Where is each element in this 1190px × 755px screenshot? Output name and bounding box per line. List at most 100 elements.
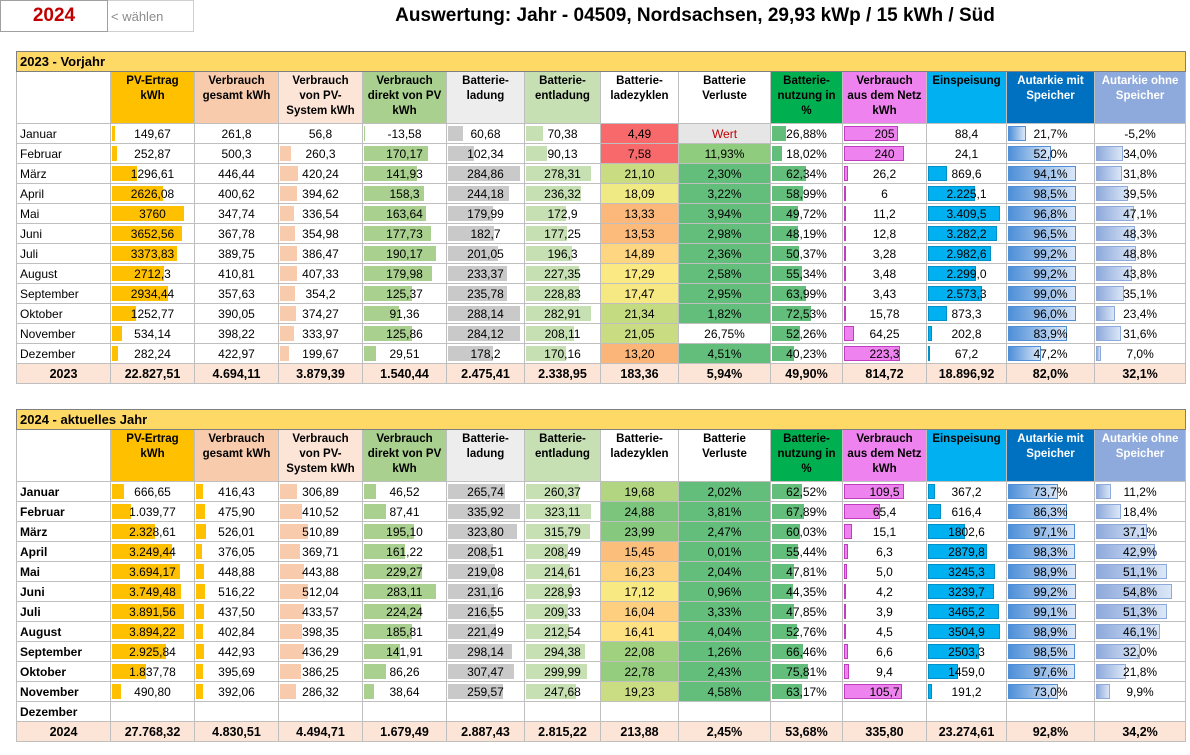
cell-verbrauch-von-pv[interactable]: 306,89 [278,481,363,502]
cell-batterie-nutzung[interactable] [770,701,843,722]
cell-autarkie-mit[interactable]: 98,3% [1006,541,1095,562]
cell-batterie-entladung[interactable]: 282,91 [524,303,601,324]
cell-verbrauch-gesamt[interactable]: 389,75 [194,243,279,264]
month-label[interactable]: September [16,641,111,662]
month-label[interactable]: August [16,621,111,642]
cell-batterie-entladung[interactable]: 315,79 [524,521,601,542]
cell-verbrauch-gesamt[interactable]: 357,63 [194,283,279,304]
cell-autarkie-mit[interactable]: 99,2% [1006,263,1095,284]
month-label[interactable]: August [16,263,111,284]
cell-batterie-ladezyklen[interactable]: 24,88 [600,501,679,522]
cell-verbrauch-netz[interactable]: 11,2 [842,203,927,224]
cell-batterie-entladung[interactable] [524,701,601,722]
cell-batterie-ladezyklen[interactable]: 18,09 [600,183,679,204]
cell-verbrauch-gesamt[interactable]: 261,8 [194,123,279,144]
cell-verbrauch-direkt[interactable]: 141,91 [362,641,447,662]
cell-einspeisung[interactable]: 367,2 [926,481,1007,502]
cell-pv-ertrag[interactable]: 3.894,22 [110,621,195,642]
cell-verbrauch-gesamt[interactable]: 376,05 [194,541,279,562]
cell-batterie-verluste[interactable]: 2,02% [678,481,771,502]
cell-pv-ertrag[interactable]: 1296,61 [110,163,195,184]
cell-batterie-entladung[interactable]: 247,68 [524,681,601,702]
month-label[interactable]: September [16,283,111,304]
cell-batterie-entladung[interactable]: 260,37 [524,481,601,502]
cell-einspeisung[interactable]: 869,6 [926,163,1007,184]
cell-batterie-ladung[interactable]: 284,86 [446,163,525,184]
cell-batterie-verluste[interactable]: 2,95% [678,283,771,304]
cell-verbrauch-von-pv[interactable]: 407,33 [278,263,363,284]
month-label[interactable]: April [16,183,111,204]
cell-batterie-verluste[interactable]: 2,30% [678,163,771,184]
cell-batterie-nutzung[interactable]: 72,53% [770,303,843,324]
cell-pv-ertrag[interactable]: 2934,44 [110,283,195,304]
cell-batterie-ladezyklen[interactable]: 21,34 [600,303,679,324]
cell-batterie-entladung[interactable]: 170,16 [524,343,601,364]
cell-pv-ertrag[interactable]: 3.694,17 [110,561,195,582]
cell-batterie-ladung[interactable]: 284,12 [446,323,525,344]
cell-batterie-nutzung[interactable]: 62,34% [770,163,843,184]
cell-verbrauch-von-pv[interactable]: 386,47 [278,243,363,264]
month-label[interactable]: April [16,541,111,562]
cell-verbrauch-gesamt[interactable]: 437,50 [194,601,279,622]
cell-batterie-entladung[interactable]: 209,33 [524,601,601,622]
cell-batterie-verluste[interactable]: 11,93% [678,143,771,164]
cell-verbrauch-von-pv[interactable]: 394,62 [278,183,363,204]
cell-verbrauch-netz[interactable]: 9,4 [842,661,927,682]
cell-verbrauch-von-pv[interactable]: 443,88 [278,561,363,582]
cell-einspeisung[interactable] [926,701,1007,722]
cell-batterie-ladezyklen[interactable]: 16,41 [600,621,679,642]
total-verbrauch-netz[interactable]: 335,80 [842,721,927,742]
cell-verbrauch-direkt[interactable]: 29,51 [362,343,447,364]
total-pv-ertrag[interactable]: 22.827,51 [110,363,195,384]
cell-batterie-nutzung[interactable]: 67,89% [770,501,843,522]
cell-batterie-ladung[interactable]: 259,57 [446,681,525,702]
cell-verbrauch-gesamt[interactable]: 400,62 [194,183,279,204]
cell-autarkie-mit[interactable]: 73,7% [1006,481,1095,502]
cell-einspeisung[interactable]: 3.409,5 [926,203,1007,224]
cell-autarkie-ohne[interactable]: 46,1% [1093,621,1187,642]
cell-verbrauch-von-pv[interactable]: 369,71 [278,541,363,562]
cell-autarkie-mit[interactable]: 99,0% [1006,283,1095,304]
cell-batterie-verluste[interactable]: 2,98% [678,223,771,244]
cell-verbrauch-von-pv[interactable]: 510,89 [278,521,363,542]
cell-einspeisung[interactable]: 2503,3 [926,641,1007,662]
cell-batterie-ladung[interactable]: 182,7 [446,223,525,244]
cell-autarkie-ohne[interactable]: 7,0% [1093,343,1187,364]
cell-einspeisung[interactable]: 2.225,1 [926,183,1007,204]
cell-verbrauch-gesamt[interactable]: 500,3 [194,143,279,164]
cell-batterie-verluste[interactable]: 4,51% [678,343,771,364]
cell-batterie-ladung[interactable]: 179,99 [446,203,525,224]
cell-verbrauch-gesamt[interactable]: 448,88 [194,561,279,582]
cell-batterie-ladezyklen[interactable]: 17,47 [600,283,679,304]
month-label[interactable]: Oktober [16,303,111,324]
total-verbrauch-direkt[interactable]: 1.679,49 [362,721,447,742]
cell-batterie-verluste[interactable]: 2,36% [678,243,771,264]
cell-verbrauch-von-pv[interactable]: 286,32 [278,681,363,702]
cell-verbrauch-netz[interactable]: 3,28 [842,243,927,264]
cell-pv-ertrag[interactable]: 3.891,56 [110,601,195,622]
cell-verbrauch-netz[interactable]: 4,5 [842,621,927,642]
cell-batterie-verluste[interactable] [678,701,771,722]
cell-einspeisung[interactable]: 24,1 [926,143,1007,164]
cell-batterie-nutzung[interactable]: 63,17% [770,681,843,702]
cell-verbrauch-direkt[interactable]: 125,86 [362,323,447,344]
cell-autarkie-ohne[interactable]: 51,1% [1093,561,1187,582]
cell-batterie-nutzung[interactable]: 52,76% [770,621,843,642]
cell-batterie-nutzung[interactable]: 44,35% [770,581,843,602]
cell-einspeisung[interactable]: 3239,7 [926,581,1007,602]
cell-verbrauch-direkt[interactable]: 46,52 [362,481,447,502]
cell-verbrauch-von-pv[interactable]: 354,2 [278,283,363,304]
cell-batterie-nutzung[interactable]: 26,88% [770,123,843,144]
cell-batterie-entladung[interactable]: 70,38 [524,123,601,144]
cell-autarkie-ohne[interactable]: 48,8% [1093,243,1187,264]
cell-batterie-verluste[interactable]: 0,01% [678,541,771,562]
cell-batterie-ladezyklen[interactable]: 23,99 [600,521,679,542]
cell-autarkie-ohne[interactable]: 11,2% [1093,481,1187,502]
cell-batterie-ladezyklen[interactable]: 21,05 [600,323,679,344]
cell-verbrauch-gesamt[interactable]: 516,22 [194,581,279,602]
cell-verbrauch-netz[interactable]: 65,4 [842,501,927,522]
cell-verbrauch-direkt[interactable]: 38,64 [362,681,447,702]
cell-batterie-ladezyklen[interactable]: 17,12 [600,581,679,602]
cell-batterie-ladezyklen[interactable]: 21,10 [600,163,679,184]
cell-batterie-ladung[interactable]: 201,05 [446,243,525,264]
